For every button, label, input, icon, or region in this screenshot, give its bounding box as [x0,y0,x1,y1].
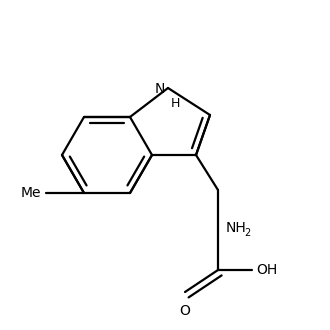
Text: 2: 2 [244,228,250,238]
Text: N: N [155,82,165,96]
Text: NH: NH [226,221,247,235]
Text: H: H [171,97,181,110]
Text: Me: Me [20,186,41,200]
Text: O: O [180,304,190,318]
Text: OH: OH [256,263,277,277]
